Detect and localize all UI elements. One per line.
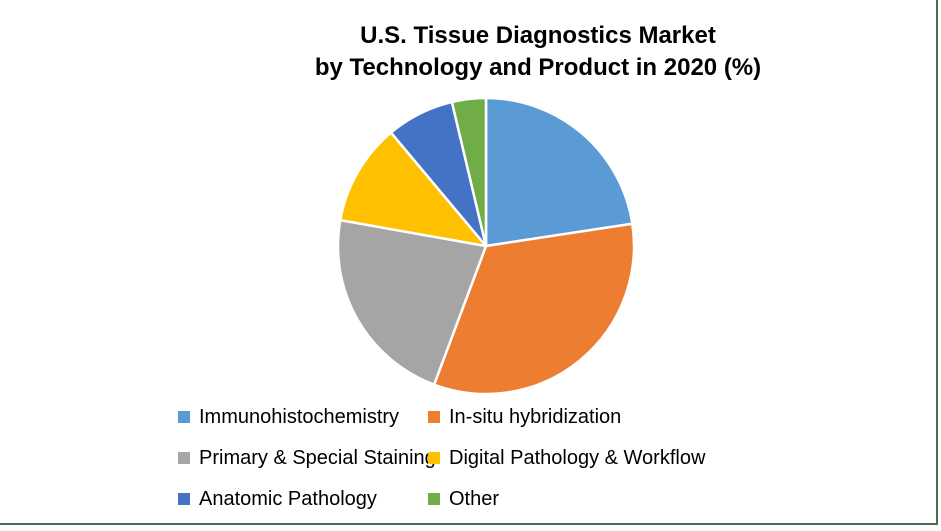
legend-item-in-situ-hybridization: In-situ hybridization [428, 405, 621, 429]
pie-slice [336, 218, 488, 386]
frame-border-bottom [0, 523, 938, 525]
legend-label-anatomic-pathology: Anatomic Pathology [199, 487, 377, 510]
legend-row: Immunohistochemistry In-situ hybridizati… [178, 404, 705, 429]
legend-swatch-primary-special-staining [178, 451, 190, 464]
legend-row: Primary & Special Staining Digital Patho… [178, 445, 705, 470]
chart-title: U.S. Tissue Diagnostics Market by Techno… [315, 20, 761, 84]
legend-label-in-situ-hybridization: In-situ hybridization [449, 405, 622, 428]
legend-row: Anatomic Pathology Other [178, 486, 705, 511]
chart-title-line-1: U.S. Tissue Diagnostics Market [360, 22, 716, 49]
pie-slice [450, 96, 488, 248]
pie-slice [432, 222, 636, 396]
legend-label-other: Other [449, 487, 500, 510]
legend-label-primary-special-staining: Primary & Special Staining [199, 446, 436, 469]
legend-item-immunohistochemistry: Immunohistochemistry [178, 405, 428, 429]
pie-svg [336, 96, 636, 396]
legend-label-digital-pathology-workflow: Digital Pathology & Workflow [449, 446, 706, 469]
legend-label-immunohistochemistry: Immunohistochemistry [199, 405, 400, 428]
chart-title-line-2: by Technology and Product in 2020 (%) [314, 54, 762, 81]
legend-swatch-immunohistochemistry [178, 410, 190, 423]
frame-border-right [936, 0, 938, 525]
legend-item-digital-pathology-workflow: Digital Pathology & Workflow [428, 446, 705, 470]
pie-slice [484, 96, 634, 248]
legend-item-other: Other [428, 487, 499, 511]
legend-swatch-digital-pathology-workflow [428, 451, 440, 464]
legend: Immunohistochemistry In-situ hybridizati… [178, 404, 705, 527]
pie-chart [326, 86, 646, 406]
legend-swatch-anatomic-pathology [178, 492, 190, 505]
legend-item-anatomic-pathology: Anatomic Pathology [178, 487, 428, 511]
legend-swatch-other [428, 492, 440, 505]
legend-swatch-in-situ-hybridization [428, 410, 440, 423]
legend-item-primary-special-staining: Primary & Special Staining [178, 446, 436, 470]
pie-slice [339, 131, 488, 248]
